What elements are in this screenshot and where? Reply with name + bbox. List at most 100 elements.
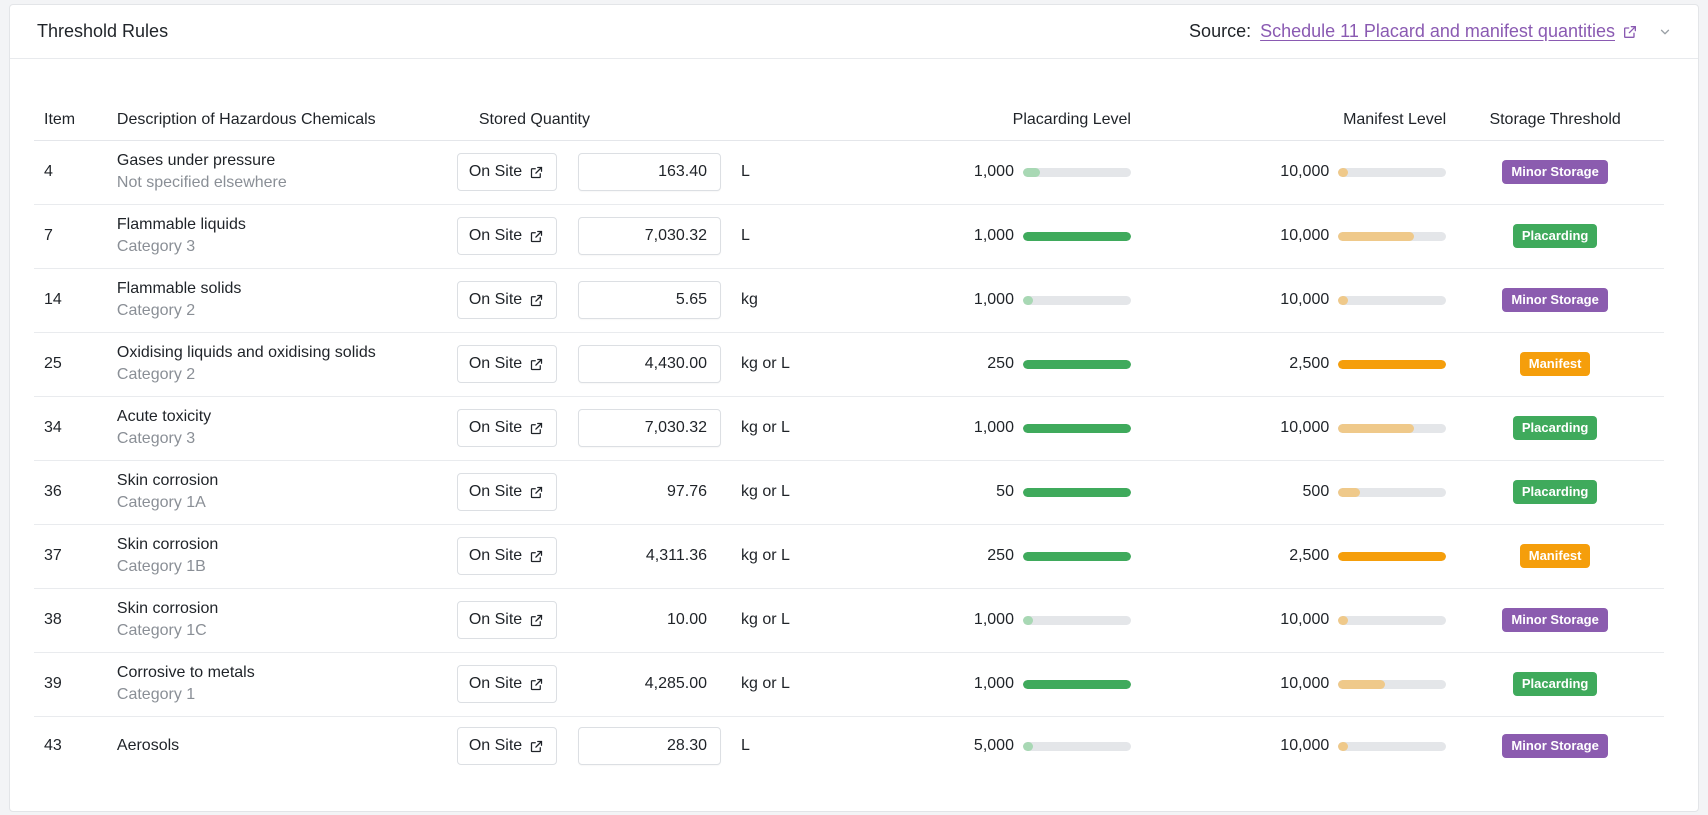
manifest-level-value: 10,000: [1280, 163, 1330, 180]
item-number: 14: [34, 268, 107, 333]
external-link-icon: [529, 229, 544, 244]
manifest-level-value: 10,000: [1280, 227, 1330, 244]
stored-quantity-cell: [568, 204, 731, 269]
on-site-label: On Site: [468, 675, 523, 692]
manifest-level-cell: 2,500: [1130, 332, 1447, 397]
manifest-level-value: 10,000: [1280, 611, 1330, 628]
placarding-progress-bar: [1022, 679, 1131, 689]
manifest-progress-bar: [1338, 231, 1447, 241]
on-site-button[interactable]: On Site: [456, 665, 558, 703]
on-site-button[interactable]: On Site: [456, 281, 558, 319]
stored-quantity-input[interactable]: [578, 409, 721, 447]
placarding-level-cell: 1,000: [848, 588, 1131, 653]
on-site-label: On Site: [468, 291, 523, 308]
chemical-description: Aerosols: [107, 716, 447, 776]
table-header-row: Item Description of Hazardous Chemicals …: [34, 100, 1664, 141]
chemical-name: Flammable liquids: [116, 216, 246, 233]
unit: L: [731, 204, 849, 269]
stored-quantity-value: 10.00: [666, 611, 707, 628]
chemical-description: Skin corrosion Category 1C: [106, 588, 447, 653]
item-number: 34: [34, 396, 107, 461]
stored-quantity-input[interactable]: [578, 217, 721, 255]
unit: kg or L: [731, 460, 849, 525]
on-site-button[interactable]: On Site: [456, 345, 558, 383]
stored-quantity-input[interactable]: [578, 345, 721, 383]
stored-quantity-cell: 4,311.36: [568, 524, 731, 589]
manifest-progress-fill: [1338, 615, 1348, 625]
manifest-progress-fill: [1338, 551, 1447, 561]
chemical-category: Category 1C: [116, 622, 207, 639]
onsite-cell: On Site: [446, 332, 568, 397]
manifest-level-value: 10,000: [1280, 419, 1330, 436]
storage-threshold-cell: Placarding: [1446, 204, 1664, 269]
chemical-name: Gases under pressure: [116, 152, 276, 169]
storage-threshold-badge: Manifest: [1519, 352, 1591, 376]
external-link-icon[interactable]: [1622, 24, 1638, 40]
source-link[interactable]: Schedule 11 Placard and manifest quantit…: [1260, 21, 1615, 41]
storage-threshold-badge: Minor Storage: [1502, 160, 1608, 184]
on-site-label: On Site: [468, 227, 523, 244]
table-row: 14 Flammable solids Category 2 On Site kg 1,0…: [34, 268, 1664, 333]
placarding-progress-fill: [1022, 167, 1041, 177]
column-header-manifest-level: Manifest Level: [1130, 100, 1447, 141]
placarding-level-cell: 1,000: [848, 268, 1131, 333]
manifest-progress-fill: [1338, 679, 1385, 689]
manifest-level-cell: 10,000: [1130, 268, 1447, 333]
chemical-description: Gases under pressure Not specified elsewh…: [106, 140, 447, 205]
placarding-progress-bar: [1022, 423, 1131, 433]
table-row: 4 Gases under pressure Not specified elsew…: [34, 140, 1664, 205]
manifest-level-cell: 10,000: [1130, 588, 1447, 653]
placarding-progress-fill: [1022, 231, 1131, 241]
on-site-button[interactable]: On Site: [456, 727, 558, 766]
placarding-progress-fill: [1022, 741, 1033, 751]
storage-threshold-cell: Placarding: [1446, 460, 1664, 525]
card-title: Threshold Rules: [37, 21, 169, 41]
chemical-description: Flammable solids Category 2: [106, 268, 447, 333]
external-link-icon: [529, 485, 544, 500]
item-number: 36: [34, 460, 107, 525]
storage-threshold-cell: Manifest: [1446, 332, 1664, 397]
manifest-progress-bar: [1338, 359, 1447, 369]
stored-quantity-cell: [568, 268, 731, 333]
source: Source: Schedule 11 Placard and manifest…: [1189, 21, 1672, 42]
placarding-progress-bar: [1022, 359, 1131, 369]
chemical-description: Acute toxicity Category 3: [106, 396, 447, 461]
chemical-description: Skin corrosion Category 1B: [106, 524, 447, 589]
chevron-down-icon[interactable]: [1658, 25, 1672, 39]
placarding-level-value: 1,000: [973, 419, 1014, 436]
on-site-button[interactable]: On Site: [456, 153, 558, 191]
chemical-name: Acute toxicity: [116, 408, 212, 425]
placarding-progress-bar: [1022, 487, 1131, 497]
placarding-level-cell: 1,000: [848, 204, 1131, 269]
placarding-progress-bar: [1022, 551, 1131, 561]
manifest-progress-bar: [1338, 679, 1447, 689]
chemical-category: Category 2: [116, 302, 196, 319]
on-site-label: On Site: [468, 611, 523, 628]
stored-quantity-value: 4,311.36: [645, 547, 707, 564]
on-site-button[interactable]: On Site: [456, 217, 558, 255]
on-site-button[interactable]: On Site: [456, 409, 558, 447]
on-site-button[interactable]: On Site: [456, 537, 558, 575]
external-link-icon: [529, 421, 544, 436]
placarding-progress-bar: [1022, 615, 1131, 625]
stored-quantity-input[interactable]: [578, 153, 721, 191]
stored-quantity-input[interactable]: [578, 281, 721, 319]
on-site-button[interactable]: On Site: [456, 473, 558, 511]
unit: kg or L: [731, 396, 849, 461]
column-header-item: Item: [34, 100, 107, 141]
table-row: 25 Oxidising liquids and oxidising solids…: [34, 332, 1664, 397]
placarding-level-value: 5,000: [973, 737, 1014, 755]
column-header-storage-threshold: Storage Threshold: [1446, 100, 1664, 141]
chemical-name: Aerosols: [116, 737, 180, 755]
chemical-description: Oxidising liquids and oxidising solids Ca…: [106, 332, 447, 397]
on-site-button[interactable]: On Site: [456, 601, 558, 639]
placarding-progress-fill: [1022, 551, 1131, 561]
manifest-level-cell: 500: [1130, 460, 1447, 525]
table-row: 43 Aerosols On Site L 5,000 10,000 Minor Stora…: [34, 716, 1664, 776]
storage-threshold-badge: Placarding: [1512, 224, 1598, 248]
manifest-level-cell: 2,500: [1130, 524, 1447, 589]
stored-quantity-input[interactable]: [578, 727, 721, 766]
stored-quantity-cell: [568, 332, 731, 397]
on-site-label: On Site: [468, 419, 523, 436]
chemical-name: Skin corrosion: [116, 472, 219, 489]
